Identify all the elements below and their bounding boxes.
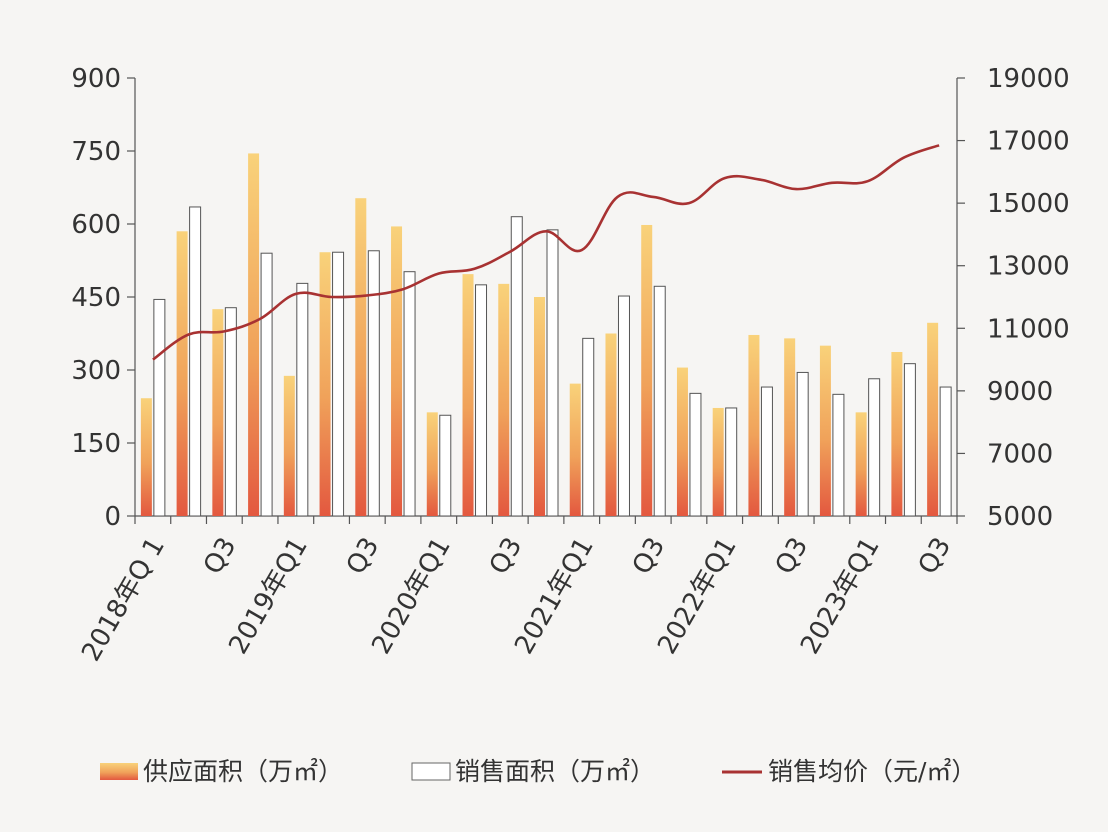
supply-bar — [140, 398, 152, 516]
y-right-tick-label: 11000 — [987, 314, 1070, 344]
supply-bar — [748, 334, 760, 516]
y-right-tick-label: 5000 — [987, 502, 1053, 532]
axes: 0 150 300 450 600 750 900 5000 7000 9000 11000 1300… — [71, 64, 1069, 532]
sales-bar — [582, 337, 595, 517]
y-left-tick-label: 300 — [71, 356, 121, 386]
sales-bar — [546, 229, 559, 517]
supply-bar — [498, 283, 510, 516]
price-line-layer — [152, 144, 940, 361]
sales-bar — [653, 285, 666, 517]
legend-label-sales: 销售面积（万㎡） — [455, 757, 655, 786]
sales-bar — [868, 378, 881, 517]
sales-bar — [296, 282, 309, 517]
y-left-tick-label: 0 — [104, 502, 121, 532]
sales-bar — [439, 414, 452, 517]
sales-bar — [189, 206, 202, 517]
sales-bar — [939, 386, 952, 517]
supply-bar — [569, 383, 581, 516]
x-tick-label: Q3 — [341, 533, 385, 580]
legend: 供应面积（万㎡） 销售面积（万㎡） 销售均价（元/㎡） — [100, 757, 976, 786]
x-tick-label: Q3 — [627, 533, 671, 580]
legend-swatch-sales — [411, 762, 451, 781]
y-left-tick-label: 750 — [71, 137, 121, 167]
supply-bar — [462, 274, 474, 516]
sales-bar — [475, 284, 488, 517]
sales-bar — [224, 307, 237, 517]
sales-bar — [617, 295, 630, 517]
y-right-tick-label: 15000 — [987, 189, 1070, 219]
supply-bar — [641, 224, 653, 516]
x-tick-label: Q3 — [198, 533, 242, 580]
supply-bar — [819, 345, 831, 516]
legend-label-price: 销售均价（元/㎡） — [768, 757, 976, 786]
x-tick-label: Q3 — [913, 533, 957, 580]
x-tick-label: Q3 — [770, 533, 814, 580]
supply-bar — [248, 153, 260, 516]
sales-bar — [725, 407, 738, 517]
supply-bar — [426, 412, 438, 516]
x-tick-label: Q3 — [484, 533, 528, 580]
supply-bar — [391, 226, 403, 516]
sales-bar — [403, 271, 416, 517]
y-right-tick-label: 9000 — [987, 377, 1053, 407]
y-left-tick-label: 600 — [71, 210, 121, 240]
supply-bar — [891, 351, 903, 516]
y-left-tick-label: 150 — [71, 429, 121, 459]
sales-bar — [796, 371, 809, 517]
supply-bar — [319, 252, 331, 516]
supply-bar — [927, 322, 939, 516]
y-left-tick-label: 900 — [71, 64, 121, 94]
supply-bar — [712, 407, 724, 516]
supply-bar — [784, 338, 796, 516]
y-right-tick-label: 7000 — [987, 439, 1053, 469]
price-line — [152, 144, 940, 361]
sales-bar — [689, 392, 702, 517]
x-tick-label: 2018年Q 1 — [76, 533, 171, 667]
legend-swatch-supply — [100, 763, 138, 780]
bars — [140, 153, 952, 517]
sales-bar — [832, 393, 845, 517]
sales-bar — [367, 250, 380, 517]
legend-label-supply: 供应面积（万㎡） — [143, 757, 343, 786]
y-right-tick-label: 17000 — [987, 127, 1070, 157]
sales-bar — [332, 251, 345, 517]
supply-bar — [176, 231, 188, 517]
sales-bar — [760, 386, 773, 517]
supply-bar — [676, 367, 688, 516]
y-left-tick-label: 450 — [71, 283, 121, 313]
supply-bar — [534, 297, 545, 516]
y-right-tick-label: 19000 — [987, 64, 1070, 94]
sales-bar — [153, 298, 166, 517]
supply-bar — [283, 375, 295, 516]
supply-bar — [355, 198, 367, 516]
sales-bar — [260, 252, 273, 517]
supply-bar — [605, 333, 617, 516]
supply-bar — [855, 412, 867, 516]
sales-bar — [510, 216, 523, 517]
y-right-tick-label: 13000 — [987, 252, 1070, 282]
supply-bar — [212, 309, 224, 516]
sales-bar — [903, 363, 916, 517]
